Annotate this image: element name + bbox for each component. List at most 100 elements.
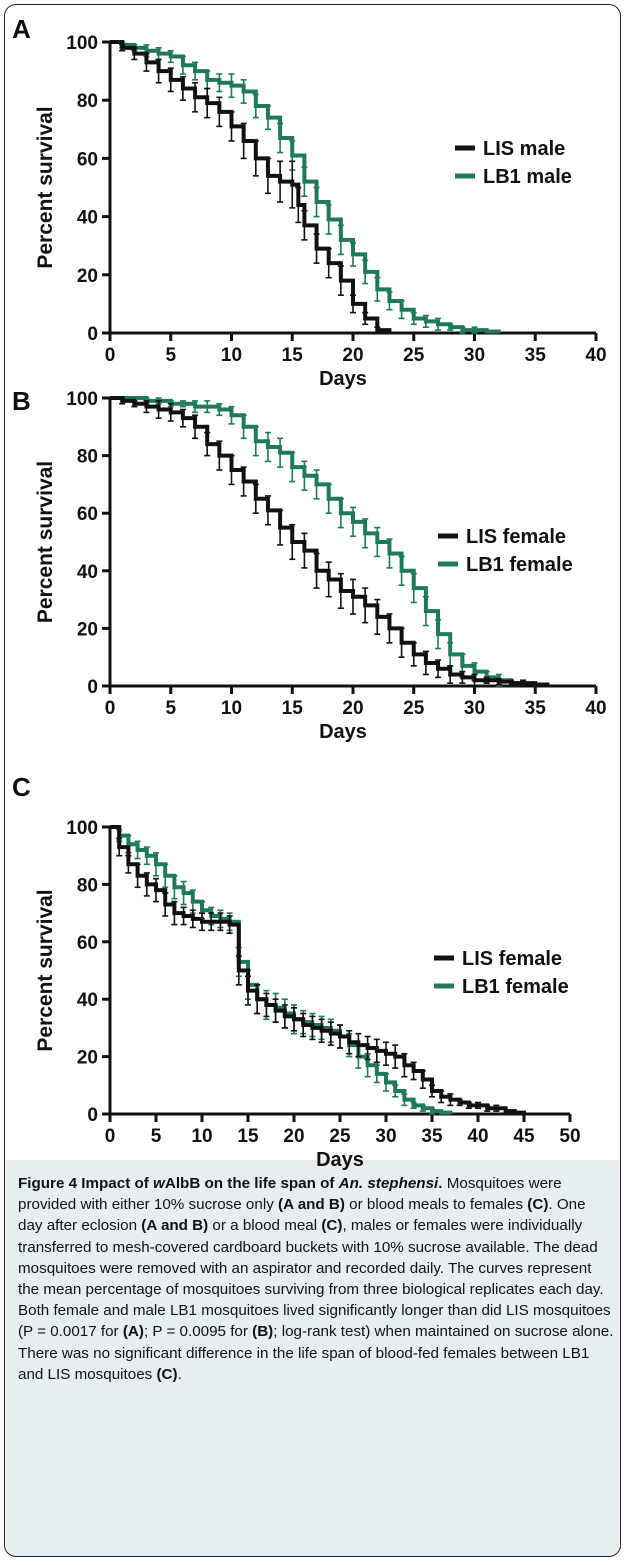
error-bar <box>171 900 178 926</box>
legend-label: LB1 male <box>483 166 572 188</box>
error-bar <box>252 425 259 457</box>
error-bar <box>471 673 478 687</box>
y-tick-label: 100 <box>66 389 98 410</box>
y-tick-label: 0 <box>87 324 98 345</box>
error-bar <box>228 405 235 425</box>
error-bar <box>245 975 251 1006</box>
error-bar <box>277 160 284 203</box>
error-bar <box>131 400 138 408</box>
error-bar <box>153 877 159 903</box>
x-tick-label: 0 <box>105 1126 116 1147</box>
error-bar <box>119 397 126 405</box>
x-tick-label: 15 <box>237 1126 259 1147</box>
error-bar <box>313 186 320 218</box>
error-bar <box>386 291 393 311</box>
error-bar <box>252 93 259 119</box>
error-bar <box>350 506 356 538</box>
x-axis-title: Days <box>319 721 367 743</box>
error-bar <box>277 122 284 154</box>
error-bar <box>179 76 186 101</box>
error-bar <box>429 1107 435 1115</box>
x-tick-label: 0 <box>105 345 116 366</box>
error-bar <box>301 532 308 569</box>
error-bar <box>507 679 514 687</box>
error-bar <box>337 498 344 529</box>
error-bar <box>264 105 271 131</box>
error-bar <box>438 1090 445 1104</box>
error-bar <box>155 58 162 84</box>
error-bar <box>362 587 369 624</box>
x-tick-label: 20 <box>342 345 363 366</box>
error-bar <box>475 1101 481 1110</box>
y-axis-title: Percent survival <box>34 889 57 1051</box>
error-bar <box>364 1035 371 1061</box>
y-tick-label: 20 <box>77 619 98 640</box>
error-bar <box>300 1012 307 1038</box>
error-bar <box>143 846 150 866</box>
error-bar <box>277 437 284 468</box>
y-tick-label: 80 <box>77 875 98 896</box>
error-bar <box>125 854 132 874</box>
x-tick-label: 15 <box>282 345 304 366</box>
error-bar <box>204 87 211 119</box>
error-bar <box>226 915 233 934</box>
error-bar <box>264 431 271 463</box>
x-tick-label: 10 <box>221 345 242 366</box>
series-line-lb1-female <box>110 396 526 686</box>
error-bar <box>422 595 429 627</box>
x-tick-label: 40 <box>467 1126 488 1147</box>
x-axis-title: Days <box>316 1149 364 1171</box>
error-bar <box>216 96 223 128</box>
error-bar <box>235 955 242 986</box>
error-bar <box>204 431 211 457</box>
chart-b: 0 20 40 60 80 100 0 5 10 15 20 25 30 35 40 Days Percent … <box>34 389 607 743</box>
error-bar <box>350 294 356 314</box>
error-bar <box>264 157 271 195</box>
error-bar <box>216 73 223 93</box>
error-bar <box>216 440 223 471</box>
error-bar <box>435 317 442 331</box>
error-bar <box>162 892 169 917</box>
error-bar <box>289 160 296 209</box>
error-bar <box>167 402 174 422</box>
error-bar <box>192 400 199 414</box>
error-bar <box>337 1024 343 1049</box>
error-bar <box>119 44 126 52</box>
error-bar <box>318 1018 325 1044</box>
x-tick-label: 5 <box>165 698 176 719</box>
error-bar <box>189 909 196 929</box>
series-line-lb1-female <box>110 825 453 1115</box>
error-bar <box>337 572 344 610</box>
error-bar <box>192 61 199 81</box>
error-bar <box>435 659 442 679</box>
error-bar <box>295 186 302 224</box>
error-bar <box>134 840 141 860</box>
caption-title: Figure 4 Impact of wAlbB on the life spa… <box>18 1175 447 1192</box>
y-tick-label: 20 <box>77 1048 98 1069</box>
error-bar <box>419 1104 426 1112</box>
panel-a: A 0 20 40 60 80 100 0 5 10 15 20 25 30 35 40 Days Percen… <box>0 0 627 390</box>
error-bar <box>327 1021 334 1046</box>
error-bar <box>264 495 271 526</box>
caption-background <box>6 1160 619 1556</box>
chart-c: 0 20 40 60 80 100 0 5 10 15 20 25 30 35 40 45 50 Days Perc… <box>34 818 581 1171</box>
error-bar <box>401 1093 408 1107</box>
error-bar <box>192 414 199 440</box>
error-bar <box>289 523 296 561</box>
error-bar <box>179 408 186 428</box>
error-bar <box>386 538 393 569</box>
error-bar <box>459 326 466 334</box>
panel-b: B 0 20 40 60 80 100 0 5 10 15 20 25 30 35 40 Days Percen… <box>0 386 627 766</box>
error-bar <box>386 613 393 644</box>
error-bar <box>398 627 405 659</box>
y-tick-label: 40 <box>77 562 98 583</box>
figure-caption: Figure 4 Impact of wAlbB on the life spa… <box>18 1175 614 1383</box>
y-tick-label: 40 <box>77 990 98 1011</box>
error-bar <box>401 1052 408 1078</box>
error-bar <box>429 1084 435 1098</box>
error-bar <box>373 1038 380 1064</box>
error-bar <box>155 400 162 419</box>
error-bar <box>398 300 405 320</box>
panel-b-letter: B <box>12 386 31 416</box>
